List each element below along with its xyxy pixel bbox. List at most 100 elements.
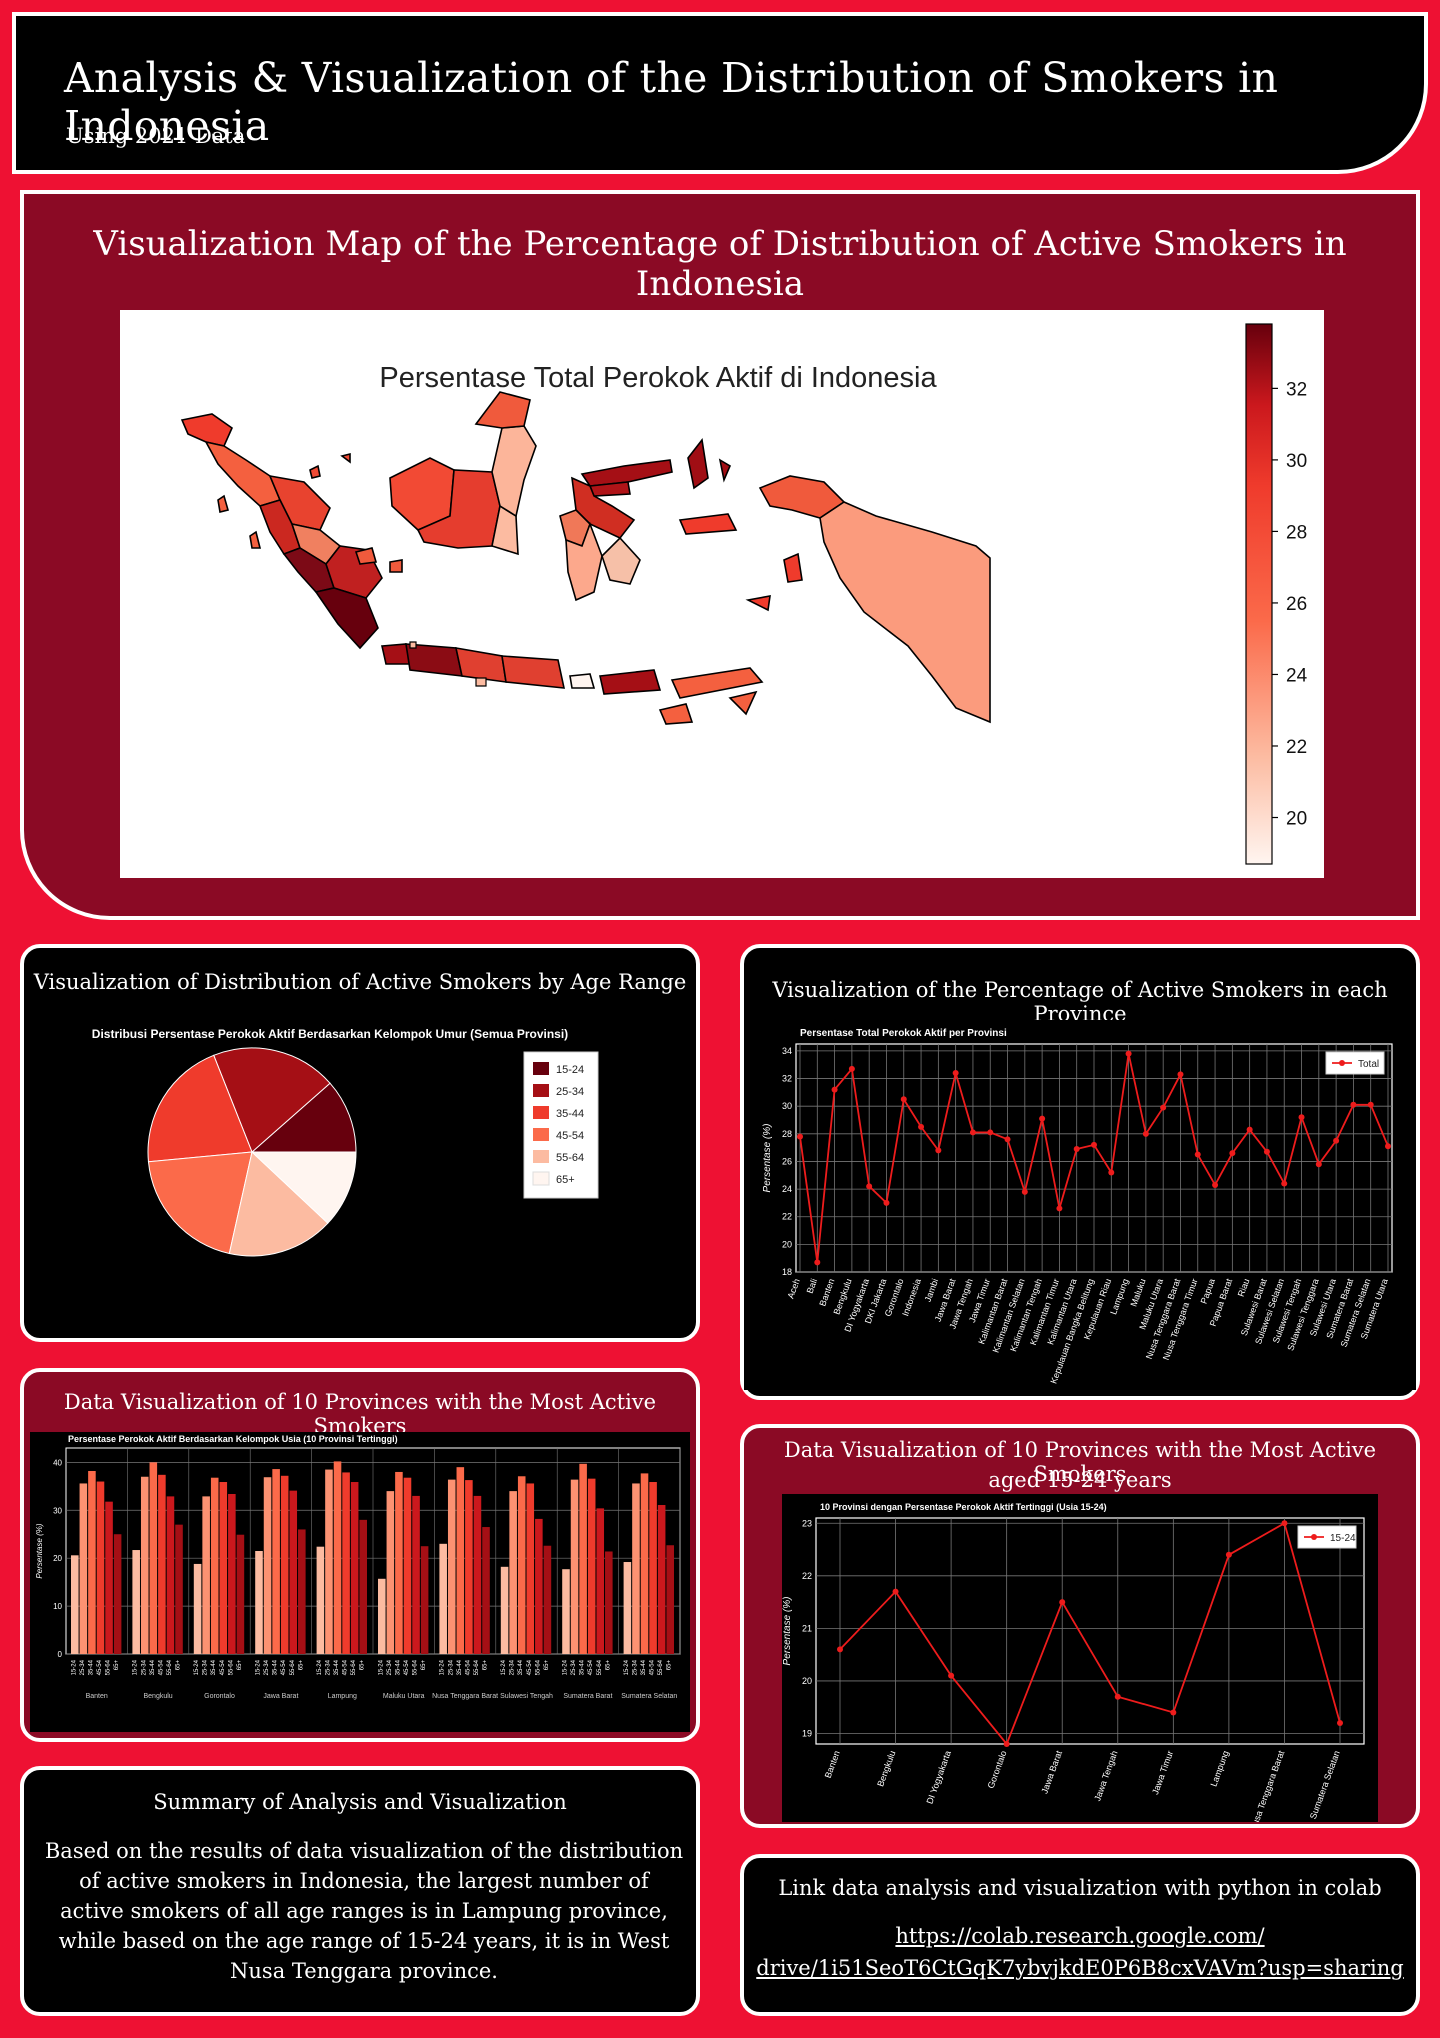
data-point [1298,1114,1305,1121]
bar [632,1483,640,1654]
map-region-sulawesi-selatan [565,521,603,602]
data-point [1170,1709,1177,1716]
bar-province-label: Sumatera Barat [563,1693,612,1700]
data-point [1039,1115,1046,1122]
bar-age-label: 35-44 [211,1659,217,1675]
bar-age-label: 25-34 [203,1659,209,1675]
map-region-nusa-tenggara-timur [658,667,764,725]
pie-legend-label: 15-24 [556,1064,584,1076]
map-region-dki-jakarta [409,641,417,649]
bar [657,1505,666,1654]
pie-slices [147,1047,357,1257]
summary-title: Summary of Analysis and Visualization [153,1790,567,1814]
summary-panel: Summary of Analysis and Visualization Ba… [20,1766,700,2016]
indonesia-choropleth-map: Persentase Total Perokok Aktif di Indone… [180,323,1308,865]
bar [325,1469,333,1654]
bar-age-label: 35-44 [580,1659,586,1675]
bar-age-label: 65+ [483,1660,489,1671]
bar-age-label: 15-24 [71,1659,77,1675]
bar [298,1529,306,1654]
pie-chart-title: Distribusi Persentase Perokok Aktif Berd… [92,1027,568,1041]
colab-link[interactable]: https://colab.research.google.com/ drive… [744,1920,1416,1984]
bar [543,1545,552,1654]
data-point [1281,1520,1288,1527]
map-region-kalimantan-utara [474,391,531,429]
bar [175,1524,183,1654]
y-tick-label: 20 [782,1239,792,1249]
data-point [837,1646,843,1653]
bar [570,1479,579,1654]
bar [280,1475,289,1654]
bar-age-label: 55-64 [167,1659,173,1675]
y-tick-label: 28 [782,1129,792,1139]
y-axis-label: Persentase (%) [35,1523,44,1578]
y-tick-label: 30 [782,1101,792,1111]
bar [255,1551,263,1654]
y-tick-label: 26 [782,1156,792,1166]
bar-province-label: Nusa Tenggara Barat [432,1693,498,1700]
bar [623,1562,632,1654]
bar-age-label: 55-64 [413,1659,419,1675]
bar-age-label: 15-24 [133,1659,139,1675]
bar [378,1578,386,1654]
bar-age-label: 45-54 [588,1659,594,1675]
bar-age-label: 15-24 [194,1659,200,1675]
y-tick-label: 10 [53,1602,62,1611]
colorbar-tick-label: 20 [1286,809,1307,830]
bar [562,1569,570,1654]
bar-age-label: 65+ [544,1660,550,1671]
bar-age-label: 15-24 [562,1659,568,1675]
data-point [1225,1551,1232,1558]
y-tick-label: 20 [802,1676,812,1686]
data-point [987,1129,994,1136]
bar [272,1469,280,1654]
line-chart-title: Persentase Total Perokok Aktif per Provi… [800,1028,1007,1039]
bar-age-label: 25-34 [80,1659,86,1675]
pie-legend-label: 35-44 [556,1108,584,1120]
colab-link-line-1[interactable]: https://colab.research.google.com/ [895,1924,1265,1948]
data-point [1315,1161,1322,1168]
bar-age-label: 35-44 [641,1659,647,1675]
bar [316,1546,325,1654]
data-point [969,1129,976,1136]
bar-age-label: 35-44 [457,1659,463,1675]
y-tick-label: 40 [53,1458,62,1467]
pie-legend-swatch [532,1171,550,1186]
bar-province-label: Jawa Barat [263,1693,298,1700]
line-legend-label: 15-24 [1330,1533,1356,1544]
bar-province-label: Gorontalo [204,1693,235,1700]
bar-age-label: 35-44 [150,1659,156,1675]
bar [158,1474,166,1654]
data-point [1337,1719,1343,1726]
pie-legend-swatch [533,1106,549,1119]
bar-age-label: 35-44 [518,1659,524,1675]
bar-age-label: 45-54 [158,1659,164,1675]
bar [439,1543,447,1654]
bar [395,1471,403,1654]
pie-slice [147,1151,253,1255]
map-region-kalimantan-timur [491,425,537,518]
page-subtitle: Using 2021 Data [66,124,246,148]
y-tick-label: 32 [782,1074,792,1084]
bar-province-label: Sumatera Selatan [621,1693,677,1700]
colab-link-line-2[interactable]: drive/1i51SeoT6CtGqK7ybvjkdE0P6B8cxVAVm?… [756,1956,1404,1980]
bar [473,1495,482,1654]
line-legend-box [1297,1525,1357,1549]
province-line-chart: Persentase Total Perokok Aktif per Provi… [744,1020,1416,1390]
province-shapes [180,391,991,725]
bar-age-label: 25-34 [448,1659,454,1675]
bar [289,1490,298,1654]
map-region-maluku [678,513,803,612]
bar-age-label: 55-64 [290,1659,296,1675]
line-legend-label: Total [1358,1059,1379,1070]
colorbar-tick-label: 22 [1286,737,1307,758]
data-point [883,1199,890,1206]
y-tick-label: 24 [782,1184,792,1194]
bar [640,1473,649,1654]
province-line-panel-title: Visualization of the Percentage of Activ… [772,978,1388,1026]
data-point [1385,1143,1391,1150]
link-panel: Link data analysis and visualization wit… [740,1854,1420,2016]
data-point [1367,1101,1374,1108]
bar-province-label: Banten [86,1693,108,1700]
bar-age-label: 55-64 [535,1659,541,1675]
